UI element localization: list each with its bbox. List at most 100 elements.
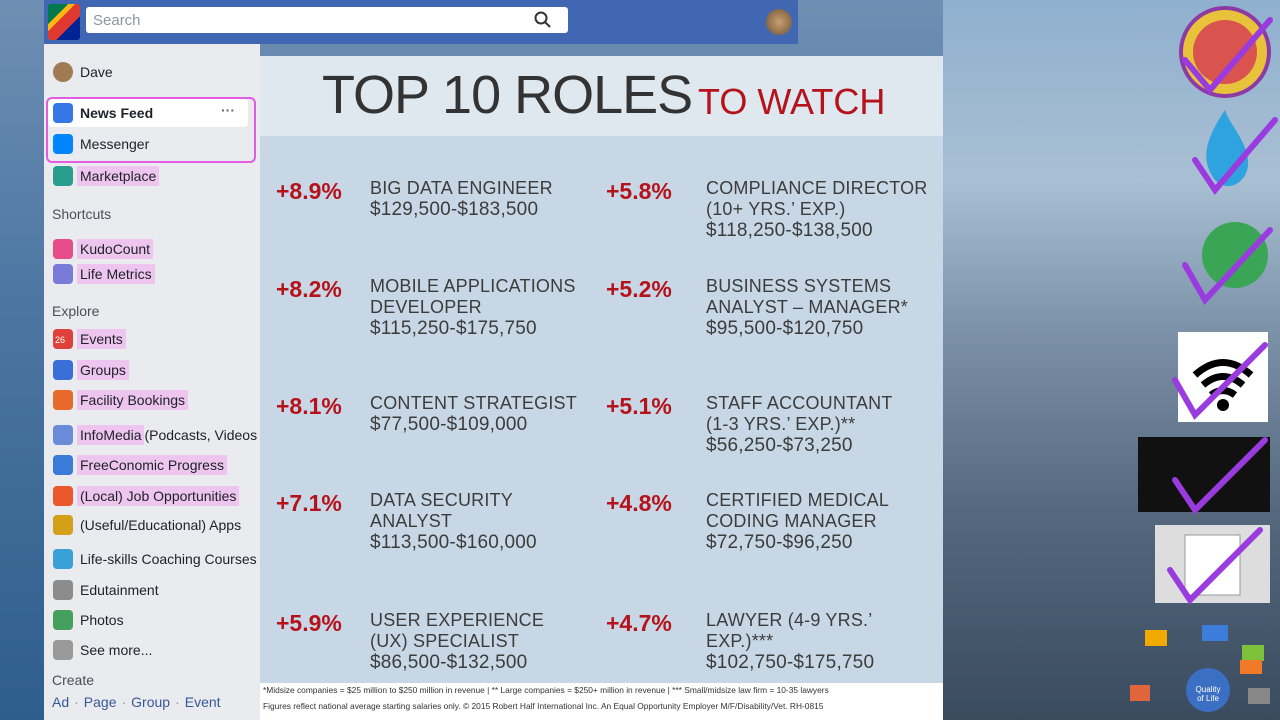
nav-item[interactable]: (Useful/Educational) Apps	[80, 517, 241, 533]
role-salary: $56,250-$73,250	[706, 435, 853, 456]
nav-label: News Feed	[80, 105, 154, 121]
role-title: (10+ YRS.’ EXP.)	[706, 199, 846, 219]
section-heading: Shortcuts	[52, 206, 112, 222]
role-salary: $77,500-$109,000	[370, 414, 528, 435]
role-salary: $102,750-$175,750	[706, 652, 875, 673]
nav-item[interactable]: Events	[77, 329, 126, 349]
role-salary: $113,500-$160,000	[370, 532, 537, 553]
role: DATA SECURITY ANALYST $113,500-$160,000	[370, 490, 537, 553]
nav-item[interactable]: Life-skills Coaching Courses	[80, 551, 257, 567]
item-icon	[53, 515, 73, 535]
nav-label: Messenger	[80, 136, 150, 152]
role-change: +8.1%	[276, 393, 342, 419]
item-icon	[53, 103, 73, 123]
create-link[interactable]: Group	[131, 694, 171, 710]
nav-item[interactable]: Marketplace	[77, 166, 160, 186]
role: MOBILE APPLICATIONS DEVELOPER $115,250-$17…	[370, 276, 576, 339]
nav-label: (Local) Job Opportunities	[77, 486, 240, 506]
nav-item[interactable]: News Feed	[80, 105, 153, 121]
nav-label: (Useful/Educational) Apps	[80, 517, 242, 533]
profile-avatar[interactable]	[766, 9, 792, 35]
role-title: ANALYST	[370, 511, 453, 531]
role-change: +4.8%	[606, 490, 672, 516]
logo[interactable]	[48, 4, 80, 40]
role-change: +5.9%	[276, 610, 342, 636]
nav-label: KudoCount	[77, 239, 154, 259]
nav-item[interactable]: Facility Bookings	[77, 390, 189, 410]
role-change: +5.1%	[606, 393, 672, 419]
item-icon	[53, 640, 73, 660]
item-icon	[53, 486, 73, 506]
create-link[interactable]: Ad	[52, 694, 70, 710]
nav-item[interactable]: Photos	[80, 612, 124, 628]
role-title: CONTENT STRATEGIST	[370, 393, 577, 413]
role-salary: $129,500-$183,500	[370, 199, 539, 220]
icon-bulb	[1202, 222, 1268, 288]
separator: ·	[175, 694, 180, 710]
role-title: MOBILE APPLICATIONS	[370, 276, 576, 296]
role-title: STAFF ACCOUNTANT	[706, 393, 893, 413]
nav-label-suffix: (Podcasts, Videos	[144, 427, 258, 443]
nav-item[interactable]: (Local) Job Opportunities	[77, 486, 240, 506]
infographic-header: TOP 10 ROLES TO WATCH	[260, 56, 943, 136]
role-change: +7.1%	[276, 490, 342, 516]
role: BIG DATA ENGINEER $129,500-$183,500	[370, 178, 553, 220]
nav-label: Groups	[77, 360, 129, 380]
top-bar: Search	[44, 0, 798, 44]
footnote: Figures reflect national average startin…	[263, 701, 824, 711]
role: USER EXPERIENCE (UX) SPECIALIST $86,500-$1…	[370, 610, 544, 673]
item-icon	[53, 610, 73, 630]
user-avatar	[53, 62, 73, 82]
role-salary: $115,250-$175,750	[370, 318, 537, 339]
nav-item[interactable]: Edutainment	[80, 582, 159, 598]
user-name[interactable]: Dave	[80, 64, 113, 80]
role-salary: $95,500-$120,750	[706, 318, 864, 339]
search-box[interactable]: Search	[86, 7, 568, 33]
item-icon	[53, 580, 73, 600]
highlight-box	[46, 97, 256, 163]
item-icon	[53, 329, 73, 349]
role: LAWYER (4-9 YRS.’ EXP.)*** $102,750-$175,…	[706, 610, 943, 673]
role-title: COMPLIANCE DIRECTOR	[706, 178, 928, 198]
separator: ·	[121, 694, 127, 710]
infographic: TOP 10 ROLES TO WATCH +8.9% BIG DATA ENGI…	[260, 56, 943, 720]
role-change: +4.7%	[606, 610, 672, 636]
nav-item[interactable]: FreeConomic Progress	[77, 455, 227, 475]
infographic-title: TOP 10 ROLES	[322, 65, 693, 125]
nav-label: Life Metrics	[77, 264, 155, 284]
nav-item[interactable]: See more...	[80, 642, 152, 658]
nav-label: Photos	[80, 612, 124, 628]
nav-label: Marketplace	[77, 166, 160, 186]
nav-label: InfoMedia	[77, 425, 145, 445]
nav-label: Edutainment	[80, 582, 159, 598]
infographic-title-accent: TO WATCH	[698, 81, 886, 122]
icon-badge: 26	[55, 335, 66, 345]
nav-item[interactable]: InfoMedia (Podcasts, Videos	[77, 425, 258, 445]
role: CONTENT STRATEGIST $77,500-$109,000	[370, 393, 577, 435]
create-link[interactable]: Event	[184, 694, 221, 710]
item-icon	[53, 360, 73, 380]
role-change: +5.8%	[606, 178, 672, 204]
nav-item[interactable]: Groups	[77, 360, 129, 380]
footnote: *Midsize companies = $25 million to $250…	[263, 685, 829, 695]
create-link[interactable]: Page	[83, 694, 117, 710]
role-change: +8.9%	[276, 178, 342, 204]
item-icon	[53, 549, 73, 569]
item-icon	[53, 455, 73, 475]
nav-item[interactable]: Messenger	[80, 136, 149, 152]
item-icon	[53, 390, 73, 410]
role-title: DEVELOPER	[370, 297, 482, 317]
role-title: (UX) SPECIALIST	[370, 631, 520, 651]
nav-label: Events	[77, 329, 126, 349]
sidebar: Dave News Feed Messenger Marketplace ··· Shor…	[44, 44, 260, 720]
nav-item[interactable]: Life Metrics	[77, 264, 155, 284]
more-options[interactable]: ···	[221, 102, 235, 118]
role-title: (1-3 YRS.’ EXP.)**	[706, 414, 856, 434]
nav-label: FreeConomic Progress	[77, 455, 227, 475]
role-title: LAWYER (4-9 YRS.’ EXP.)***	[706, 610, 872, 651]
side-icons	[1130, 6, 1278, 712]
separator: ·	[74, 694, 79, 710]
nav-item[interactable]: KudoCount	[77, 239, 154, 259]
checkmarks	[1167, 17, 1278, 605]
item-icon	[53, 264, 73, 284]
